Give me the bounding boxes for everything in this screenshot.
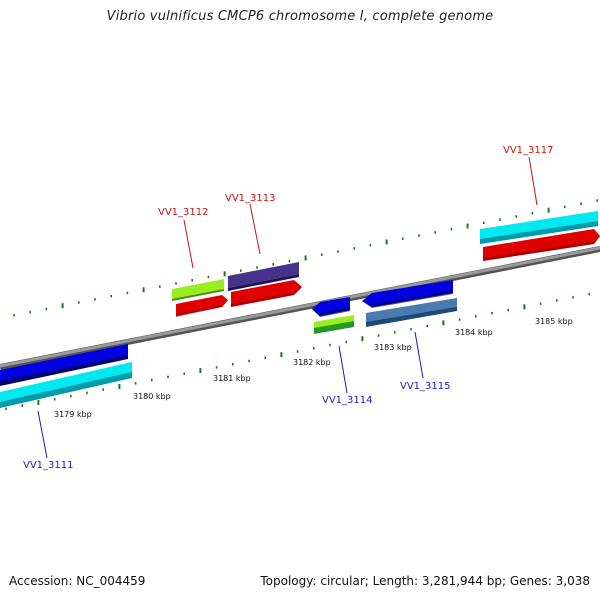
tick-track-upper [13,199,599,317]
tick-label: 3179 kbp [54,410,92,419]
map-title: Vibrio vulnificus CMCP6 chromosome I, co… [106,9,494,24]
tick-track-lower [5,292,591,411]
genome-backbone [0,246,600,370]
gene-label-text[interactable]: VV1_3117 [503,145,554,156]
kbp-labels: 3179 kbp 3180 kbp 3181 kbp 3182 kbp 3183… [54,317,573,419]
gene-label-text[interactable]: VV1_3111 [23,460,74,471]
accession-text: Accession: NC_004459 [9,574,146,588]
tick-label: 3183 kbp [374,343,412,352]
genome-summary-text: Topology: circular; Length: 3,281,944 bp… [260,574,590,588]
feature-vv1-3114[interactable] [312,297,354,334]
feature-vv1-3112[interactable] [172,279,228,317]
tick-label: 3181 kbp [213,374,251,383]
feature-vv1-3111[interactable] [0,344,132,408]
gene-label-text[interactable]: VV1_3112 [158,207,209,218]
feature-vv1-3113[interactable] [228,262,302,307]
tick-label: 3185 kbp [535,317,573,326]
gene-label-text[interactable]: VV1_3114 [322,395,373,406]
tick-label: 3184 kbp [455,328,493,337]
gene-label-text[interactable]: VV1_3113 [225,193,276,204]
feature-vv1-3117[interactable] [480,211,600,261]
gene-label-vv1-3115[interactable]: VV1_3115 [400,331,451,392]
gene-label-vv1-3114[interactable]: VV1_3114 [322,345,373,406]
gene-label-vv1-3112[interactable]: VV1_3112 [158,207,209,269]
gene-label-text[interactable]: VV1_3115 [400,381,451,392]
feature-vv1-3115[interactable] [362,280,457,327]
gene-label-vv1-3111[interactable]: VV1_3111 [23,410,74,471]
tick-label: 3182 kbp [293,358,331,367]
gene-label-vv1-3113[interactable]: VV1_3113 [225,193,276,255]
gene-label-vv1-3117[interactable]: VV1_3117 [503,145,554,206]
tick-label: 3180 kbp [133,392,171,401]
